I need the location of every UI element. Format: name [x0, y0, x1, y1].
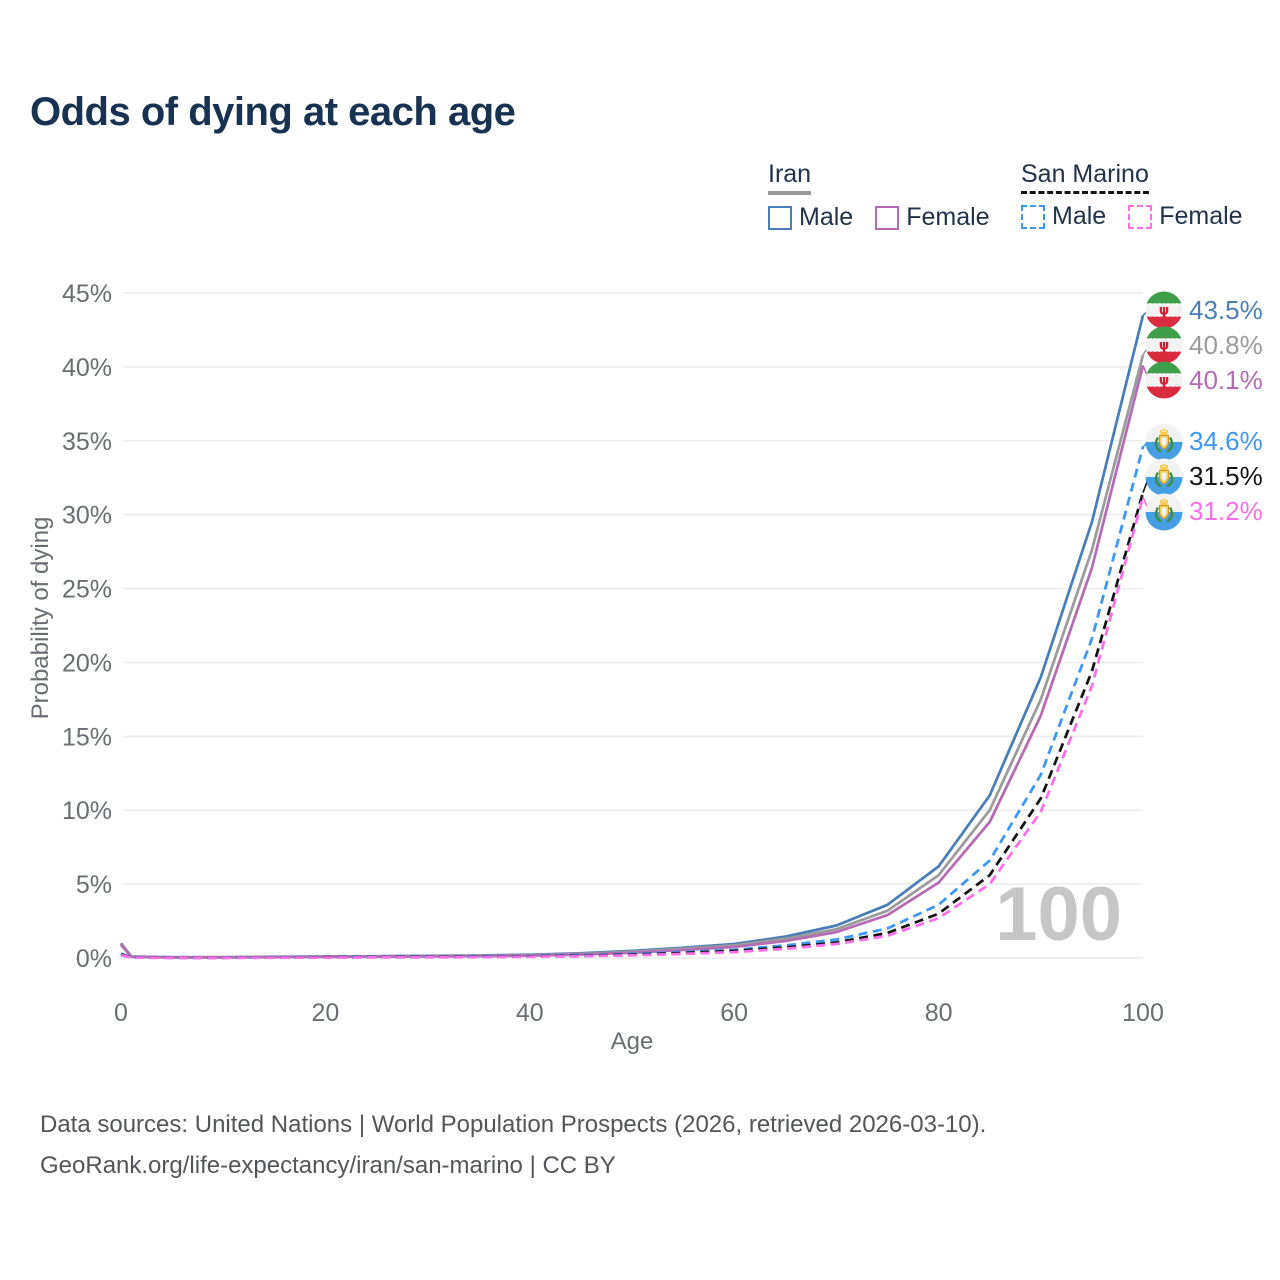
iran-flag-icon: ψ — [1145, 326, 1183, 364]
legend-group-iran: Iran Male Female — [768, 160, 1012, 232]
axis-tick-labels: 0% 5% 10% 15% 20% 25% 30% 35% 40% 45% 0 20 40 60 80 100 — [62, 280, 1164, 1027]
end-value: 40.8% — [1189, 329, 1263, 360]
end-label-iran-combined: ψ 40.8% — [1145, 326, 1263, 364]
x-axis-title: Age — [611, 1028, 654, 1055]
legend-swatch-san-marino-female — [1128, 204, 1153, 229]
y-tick-label: 10% — [62, 797, 112, 825]
iran-flag-icon: ψ — [1145, 291, 1183, 329]
series-line-san-marino-male[interactable] — [120, 446, 1145, 960]
y-tick-label: 5% — [76, 871, 112, 899]
x-tick-label: 40 — [516, 999, 544, 1027]
legend-swatch-iran-male — [768, 205, 792, 230]
page-title: Odds of dying at each age — [30, 90, 516, 134]
svg-text:ψ: ψ — [1159, 374, 1169, 389]
series-line-iran-combined[interactable] — [119, 354, 1145, 959]
x-tick-label: 0 — [114, 999, 128, 1027]
y-tick-label: 40% — [62, 354, 112, 382]
legend-swatch-san-marino-male — [1021, 204, 1045, 229]
legend-swatch-iran-female — [875, 205, 900, 230]
gridlines — [123, 292, 1143, 959]
x-tick-label: 80 — [925, 999, 953, 1027]
legend-item-iran-female[interactable]: Female — [875, 203, 990, 232]
y-tick-label: 25% — [62, 576, 112, 604]
end-label-san-marino-combined: 31.5% — [1145, 458, 1263, 496]
svg-text:ψ: ψ — [1159, 339, 1169, 354]
end-value: 34.6% — [1189, 426, 1263, 457]
legend-group-san-marino: San Marino Male Female — [1021, 160, 1265, 231]
y-tick-label: 35% — [62, 428, 112, 456]
end-value: 31.5% — [1189, 461, 1263, 492]
footer: Data sources: United Nations | World Pop… — [40, 1104, 986, 1186]
legend-group-title-iran: Iran — [768, 160, 812, 195]
y-tick-label: 15% — [62, 723, 112, 751]
san-marino-flag-icon — [1145, 458, 1183, 496]
end-value: 31.2% — [1189, 496, 1263, 527]
x-tick-label: 60 — [720, 999, 748, 1027]
legend-group-title-san-marino: San Marino — [1021, 160, 1149, 194]
y-tick-label: 30% — [62, 502, 112, 530]
legend-item-iran-male[interactable]: Male — [768, 203, 853, 232]
series-line-san-marino-female[interactable] — [120, 496, 1145, 960]
legend: Iran Male Female San Marino Male Female — [768, 160, 1280, 244]
series-line-san-marino-combined[interactable] — [120, 492, 1145, 960]
x-tick-label: 100 — [1122, 999, 1164, 1027]
y-tick-label: 0% — [76, 945, 112, 973]
series-lines — [119, 314, 1145, 960]
san-marino-flag-icon — [1145, 423, 1183, 461]
footer-attribution: GeoRank.org/life-expectancy/iran/san-mar… — [40, 1152, 616, 1179]
legend-item-san-marino-male[interactable]: Male — [1021, 202, 1106, 231]
san-marino-flag-icon — [1145, 493, 1183, 531]
end-value: 40.1% — [1189, 364, 1263, 395]
y-axis-title: Probability of dying — [27, 517, 54, 720]
end-label-iran-male: ψ 43.5% — [1145, 291, 1263, 329]
svg-text:ψ: ψ — [1159, 304, 1169, 319]
y-tick-label: 45% — [62, 280, 112, 308]
footer-sources: Data sources: United Nations | World Pop… — [40, 1111, 987, 1138]
end-label-iran-female: ψ 40.1% — [1145, 361, 1263, 399]
watermark-age-100: 100 — [995, 872, 1122, 957]
y-tick-label: 20% — [62, 649, 112, 677]
series-line-iran-female[interactable] — [119, 365, 1145, 959]
iran-flag-icon: ψ — [1145, 361, 1183, 399]
x-tick-label: 20 — [311, 999, 339, 1027]
end-label-san-marino-male: 34.6% — [1145, 423, 1263, 461]
end-value: 43.5% — [1189, 294, 1263, 325]
legend-item-san-marino-female[interactable]: Female — [1128, 202, 1243, 231]
end-label-san-marino-female: 31.2% — [1145, 493, 1263, 531]
